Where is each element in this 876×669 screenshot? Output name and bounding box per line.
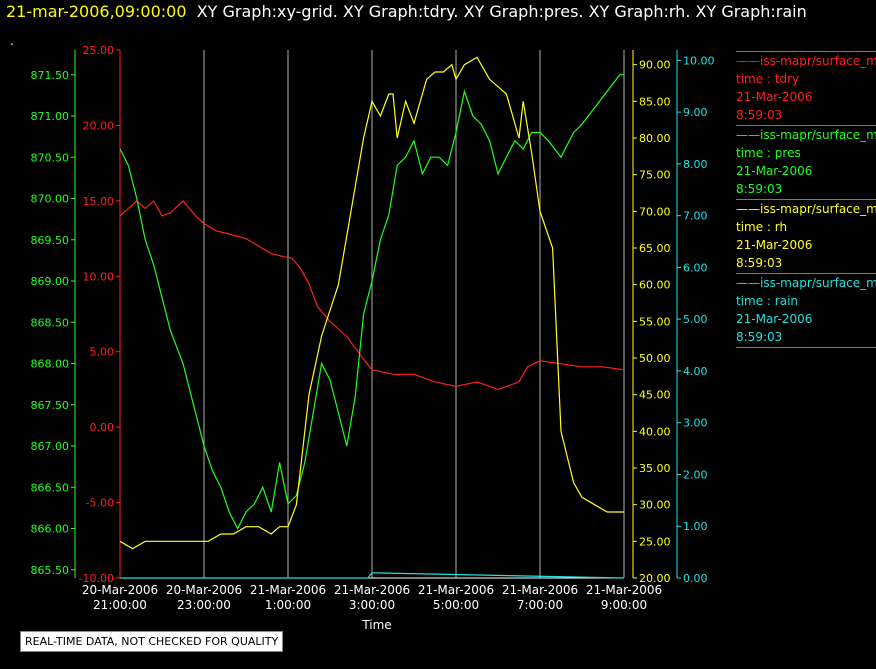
legend-entry-tdry[interactable]: ——iss-mapr/surface_m time : tdry 21-Mar-… (736, 51, 876, 124)
legend-entry-rh[interactable]: ——iss-mapr/surface_m time : rh 21-Mar-20… (736, 199, 876, 272)
legend-divider (736, 273, 876, 274)
rh-tick-label: 70.00 (639, 205, 671, 218)
rh-tick-label: 90.00 (639, 59, 671, 72)
rain-tick-label: 9.00 (683, 106, 708, 119)
x-tick-label: 20-Mar-2006 21:00:00 (82, 583, 158, 612)
xy-graph-chart[interactable]: 20-Mar-2006 21:00:00 20-Mar-2006 23:00:00 21… (0, 0, 736, 630)
legend-variable: time : tdry (736, 72, 800, 86)
rh-tick-label: 50.00 (639, 352, 671, 365)
legend-time: 8:59:03 (736, 182, 783, 196)
pres-tick-label: 870.50 (31, 151, 70, 164)
x-tick-label: 20-Mar-2006 23:00:00 (166, 583, 242, 612)
legend-source: ——iss-mapr/surface_m (736, 276, 876, 290)
rain-tick-label: 2.00 (683, 468, 708, 481)
x-tick-label: 21-Mar-2006 5:00:00 (418, 583, 494, 612)
status-dot: . (10, 34, 14, 48)
pres-tick-label: 866.50 (31, 481, 70, 494)
series-line-rh (119, 56, 624, 550)
rh-tick-label: 45.00 (639, 389, 671, 402)
rh-tick-label: 80.00 (639, 132, 671, 145)
series-line-rain (120, 572, 625, 579)
rh-tick-label: 20.00 (639, 572, 671, 585)
pres-tick-label: 871.50 (31, 69, 70, 82)
pres-tick-label: 865.50 (31, 564, 70, 577)
x-axis-label: Time (361, 618, 391, 630)
legend-variable: time : rain (736, 294, 799, 308)
rh-tick-label: 55.00 (639, 315, 671, 328)
legend-date: 21-Mar-2006 (736, 90, 813, 104)
legend-divider (736, 51, 876, 52)
rain-tick-label: 7.00 (683, 210, 708, 223)
legend-source: ——iss-mapr/surface_m (736, 54, 876, 68)
title-graph-list: XY Graph:xy-grid. XY Graph:tdry. XY Grap… (196, 2, 807, 21)
legend-source: ——iss-mapr/surface_m (736, 128, 876, 142)
rh-tick-label: 40.00 (639, 425, 671, 438)
quality-disclaimer: REAL-TIME DATA, NOT CHECKED FOR QUALITY (20, 631, 284, 652)
rh-tick-label: 65.00 (639, 242, 671, 255)
x-tick-label: 21-Mar-2006 7:00:00 (502, 583, 578, 612)
x-tick-label: 21-Mar-2006 1:00:00 (250, 583, 326, 612)
rh-tick-label: 30.00 (639, 499, 671, 512)
rain-tick-label: 10.00 (683, 54, 715, 67)
tdry-tick-label: 0.00 (90, 421, 115, 434)
legend-date: 21-Mar-2006 (736, 164, 813, 178)
tdry-tick-label: 20.00 (83, 119, 115, 132)
legend-divider (736, 125, 876, 126)
legend-variable: time : rh (736, 220, 788, 234)
rh-tick-label: 85.00 (639, 95, 671, 108)
rain-tick-label: 8.00 (683, 158, 708, 171)
legend-time: 8:59:03 (736, 108, 783, 122)
rain-tick-label: 3.00 (683, 417, 708, 430)
pres-tick-label: 868.50 (31, 316, 70, 329)
tdry-tick-label: 15.00 (83, 195, 115, 208)
series-line-tdry (119, 199, 625, 391)
tdry-tick-label: -5.00 (86, 497, 114, 510)
tdry-tick-label: 25.00 (83, 44, 115, 57)
legend-divider (736, 199, 876, 200)
rh-tick-label: 60.00 (639, 279, 671, 292)
legend-divider (736, 347, 876, 348)
pres-tick-label: 866.00 (31, 523, 70, 536)
pres-tick-label: 871.00 (31, 110, 70, 123)
rh-tick-label: 75.00 (639, 169, 671, 182)
legend-entry-pres[interactable]: ——iss-mapr/surface_m time : pres 21-Mar-… (736, 125, 876, 198)
legend-date: 21-Mar-2006 (736, 238, 813, 252)
tdry-tick-label: -10.00 (79, 572, 114, 585)
legend-time: 8:59:03 (736, 256, 783, 270)
rain-tick-label: 6.00 (683, 261, 708, 274)
x-tick-label: 21-Mar-2006 9:00:00 (586, 583, 662, 612)
legend-entry-rain[interactable]: ——iss-mapr/surface_m time : rain 21-Mar-… (736, 273, 876, 348)
x-tick-label: 21-Mar-2006 3:00:00 (334, 583, 410, 612)
legend-date: 21-Mar-2006 (736, 312, 813, 326)
pres-tick-label: 868.00 (31, 358, 70, 371)
pres-tick-label: 869.00 (31, 275, 70, 288)
legend-variable: time : pres (736, 146, 801, 160)
legend: ——iss-mapr/surface_m time : tdry 21-Mar-… (736, 50, 876, 348)
tdry-tick-label: 5.00 (90, 346, 115, 359)
window-title: 21-mar-2006,09:00:00 XY Graph:xy-grid. X… (6, 2, 807, 24)
pres-tick-label: 867.00 (31, 440, 70, 453)
rain-tick-label: 0.00 (683, 572, 708, 585)
legend-time: 8:59:03 (736, 330, 783, 344)
rh-tick-label: 35.00 (639, 462, 671, 475)
tdry-tick-label: 10.00 (83, 270, 115, 283)
rh-tick-label: 25.00 (639, 535, 671, 548)
series-line-pres (119, 74, 624, 530)
pres-tick-label: 869.50 (31, 234, 70, 247)
title-datetime: 21-mar-2006,09:00:00 (6, 2, 187, 21)
legend-source: ——iss-mapr/surface_m (736, 202, 876, 216)
rain-tick-label: 5.00 (683, 313, 708, 326)
rain-tick-label: 1.00 (683, 520, 708, 533)
pres-tick-label: 870.00 (31, 193, 70, 206)
rain-tick-label: 4.00 (683, 365, 708, 378)
pres-tick-label: 867.50 (31, 399, 70, 412)
